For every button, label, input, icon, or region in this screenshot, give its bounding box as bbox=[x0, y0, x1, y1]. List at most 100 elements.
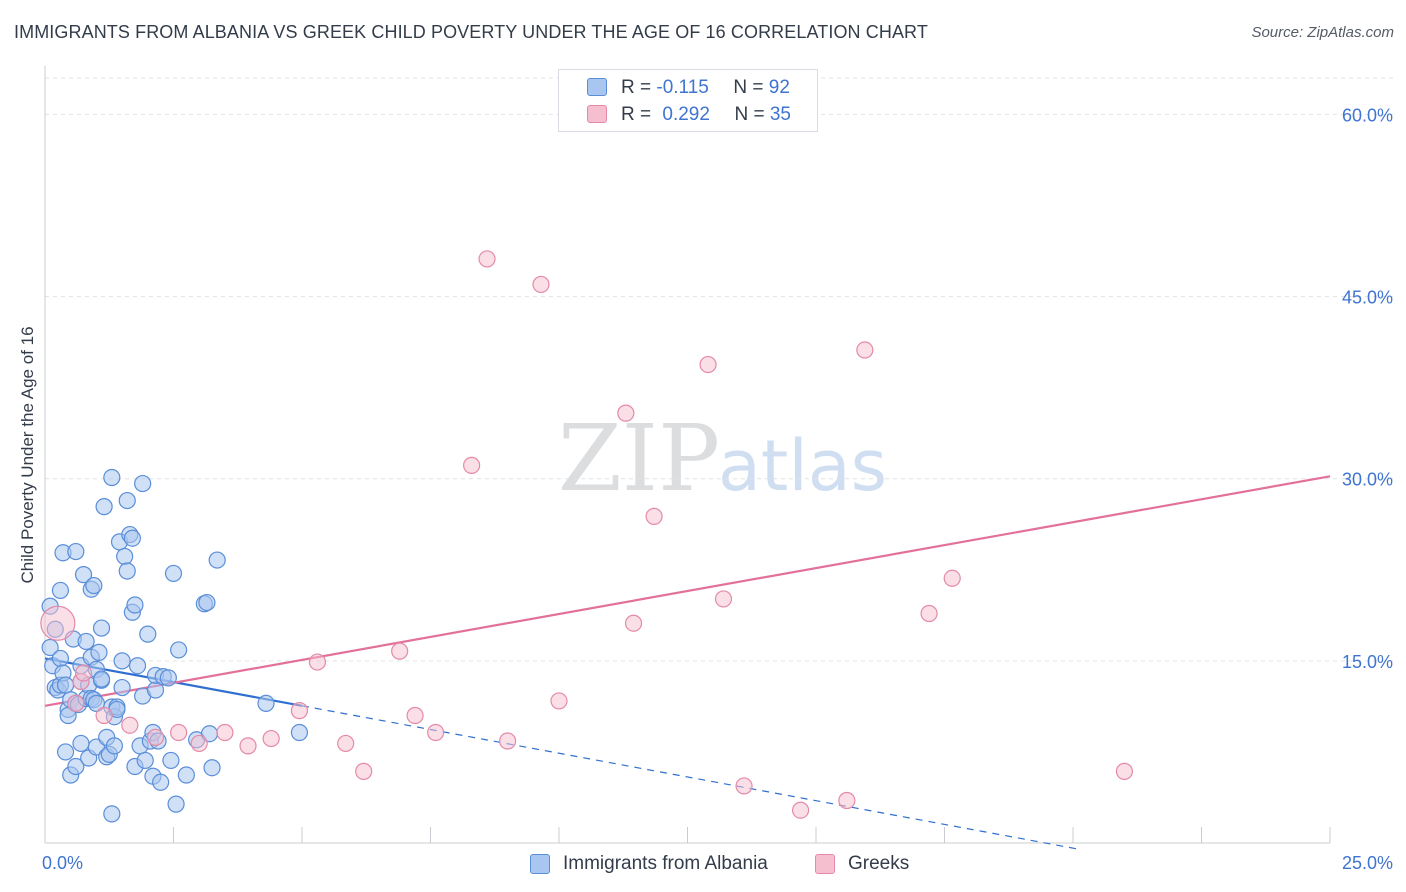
greeks-point bbox=[838, 791, 856, 810]
greeks-point bbox=[699, 355, 717, 374]
x-tick-label-max: 25.0% bbox=[1342, 853, 1393, 873]
greeks-n-label: N = bbox=[734, 104, 770, 125]
albania-point bbox=[198, 593, 216, 612]
correlation-legend: R = -0.115 N = 92 R = 0.292 N = 35 bbox=[558, 69, 818, 132]
albania-point bbox=[51, 649, 70, 668]
albania-point bbox=[116, 547, 134, 566]
greeks-point bbox=[74, 664, 93, 682]
greeks-swatch bbox=[587, 105, 607, 123]
albania-point bbox=[128, 657, 147, 675]
watermark-zip: ZIP bbox=[558, 405, 720, 512]
albania-point bbox=[92, 619, 111, 637]
greeks-point bbox=[920, 604, 938, 623]
albania-r-label: R = bbox=[621, 77, 657, 98]
bottom-greeks-label: Greeks bbox=[848, 853, 910, 874]
tick-labels: 15.0% 30.0% 45.0% 60.0% 0.0% 25.0% bbox=[42, 105, 1393, 873]
albania-point bbox=[41, 638, 59, 657]
albania-point bbox=[95, 498, 113, 516]
albania-point bbox=[51, 581, 70, 600]
albania-point bbox=[92, 670, 111, 688]
albania-point bbox=[136, 751, 154, 770]
albania-trend-extension bbox=[301, 705, 1079, 850]
albania-n-label: N = bbox=[733, 77, 769, 98]
y-tick-label: 45.0% bbox=[1342, 288, 1393, 308]
data-points bbox=[40, 250, 1134, 823]
albania-point bbox=[203, 759, 221, 777]
albania-point bbox=[113, 678, 131, 697]
greeks-point bbox=[355, 762, 373, 780]
greeks-point bbox=[216, 723, 234, 742]
greeks-point bbox=[391, 642, 409, 660]
chart-title: IMMIGRANTS FROM ALBANIA VS GREEK CHILD P… bbox=[14, 22, 928, 42]
albania-point bbox=[126, 596, 144, 614]
gridlines bbox=[45, 77, 1394, 662]
albania-point bbox=[118, 562, 136, 580]
greeks-point bbox=[791, 801, 810, 819]
albania-point bbox=[105, 737, 123, 755]
axes bbox=[44, 66, 1331, 844]
greeks-point bbox=[645, 507, 663, 525]
albania-point bbox=[90, 643, 108, 661]
greeks-point bbox=[170, 723, 188, 742]
greeks-point bbox=[146, 728, 165, 746]
y-tick-label: 60.0% bbox=[1342, 105, 1393, 125]
greeks-point bbox=[262, 729, 280, 748]
greeks-point bbox=[532, 275, 550, 294]
albania-point bbox=[164, 564, 183, 583]
albania-point bbox=[67, 757, 85, 776]
albania-point bbox=[290, 723, 309, 742]
watermark-atlas: atlas bbox=[718, 425, 887, 507]
albania-point bbox=[103, 468, 121, 487]
albania-point bbox=[170, 641, 188, 659]
bottom-albania-swatch bbox=[530, 854, 550, 874]
x-tick-label-min: 0.0% bbox=[42, 853, 83, 873]
albania-point bbox=[56, 676, 75, 694]
greeks-point bbox=[1115, 762, 1134, 780]
albania-point bbox=[113, 652, 131, 670]
albania-point bbox=[67, 542, 85, 561]
greeks-point bbox=[943, 569, 961, 587]
albania-point bbox=[159, 669, 177, 687]
greeks-point bbox=[624, 614, 643, 632]
greeks-point bbox=[337, 734, 355, 753]
chart-source: Source: ZipAtlas.com bbox=[1251, 24, 1394, 41]
greeks-r-label: R = bbox=[621, 104, 657, 125]
greeks-n-value: 35 bbox=[769, 104, 791, 125]
albania-point bbox=[72, 734, 90, 753]
greeks-trend-line bbox=[44, 475, 1331, 707]
greeks-point bbox=[856, 341, 874, 359]
greeks-point bbox=[190, 734, 208, 753]
greeks-point bbox=[121, 716, 139, 734]
albania-point bbox=[77, 632, 95, 651]
greeks-point bbox=[95, 706, 113, 725]
greeks-r-value: 0.292 bbox=[662, 104, 710, 125]
albania-point bbox=[74, 566, 93, 584]
greeks-point bbox=[40, 605, 76, 641]
albania-point bbox=[118, 491, 136, 510]
greeks-point bbox=[239, 737, 257, 755]
albania-point bbox=[167, 795, 185, 813]
albania-point bbox=[103, 805, 121, 823]
albania-point bbox=[85, 576, 103, 595]
greeks-point bbox=[714, 590, 733, 608]
y-tick-label: 15.0% bbox=[1342, 652, 1393, 672]
y-tick-label: 30.0% bbox=[1342, 470, 1393, 490]
albania-r-value: -0.115 bbox=[656, 77, 709, 98]
greeks-point bbox=[478, 250, 496, 268]
greeks-point bbox=[290, 702, 309, 720]
albania-point bbox=[162, 751, 180, 770]
bottom-greeks-swatch bbox=[815, 854, 835, 874]
albania-n-value: 92 bbox=[768, 77, 790, 98]
albania-point bbox=[177, 766, 195, 784]
albania-point bbox=[56, 743, 75, 761]
greeks-point bbox=[67, 694, 85, 712]
greeks-point bbox=[308, 653, 327, 671]
albania-point bbox=[257, 694, 275, 712]
albania-point bbox=[123, 529, 141, 547]
greeks-point bbox=[463, 456, 481, 474]
greeks-point bbox=[427, 723, 445, 742]
albania-point bbox=[208, 551, 226, 569]
albania-swatch bbox=[587, 78, 607, 96]
trend-lines bbox=[44, 475, 1331, 850]
